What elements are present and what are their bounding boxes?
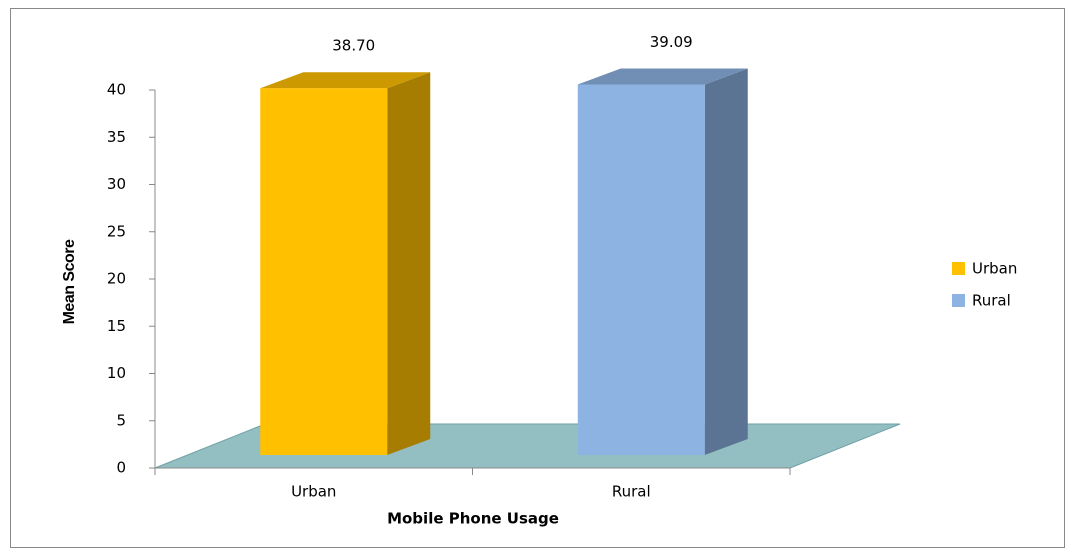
y-tick-label: 25	[107, 222, 126, 240]
y-tick-label: 15	[107, 317, 126, 335]
y-tick-label: 35	[107, 128, 126, 146]
legend-label: Rural	[972, 292, 1011, 310]
value-label: 38.70	[332, 37, 375, 55]
bar-top	[260, 72, 431, 89]
y-tick-label: 10	[107, 364, 126, 382]
legend-label: Urban	[972, 260, 1017, 278]
bar-top	[577, 68, 748, 85]
bar	[577, 84, 705, 455]
x-tick-label: Urban	[291, 483, 336, 501]
y-tick-label: 5	[116, 411, 126, 429]
y-tick-label: 30	[107, 175, 126, 193]
y-tick-label: 0	[116, 459, 126, 477]
y-axis-label: Mean Score	[61, 239, 78, 324]
x-tick-label: Rural	[612, 483, 651, 501]
value-label: 39.09	[650, 33, 693, 51]
x-axis-label: Mobile Phone Usage	[387, 510, 559, 528]
y-tick-label: 20	[107, 270, 126, 288]
bar	[260, 88, 388, 455]
legend-swatch	[952, 294, 965, 307]
y-tick-label: 40	[107, 81, 126, 99]
bar-side	[704, 68, 748, 455]
bar-side	[387, 72, 431, 455]
legend-swatch	[952, 262, 965, 275]
